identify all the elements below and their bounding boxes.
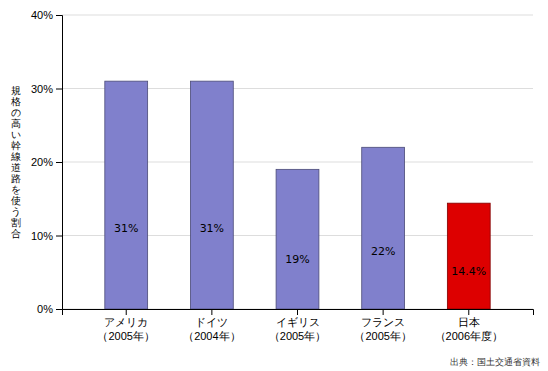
bar — [276, 169, 319, 309]
tick: フランス（2005年） — [354, 309, 411, 342]
grid — [62, 15, 533, 309]
tick: アメリカ（2005年） — [97, 309, 154, 342]
tick-mark — [56, 309, 62, 310]
tick: 日本（2006年度） — [435, 309, 503, 342]
tick: 40% — [31, 9, 62, 21]
bar — [362, 147, 405, 309]
tick-label: アメリカ（2005年） — [97, 316, 154, 342]
tick-label: イギリス（2005年） — [269, 316, 326, 342]
data-label: 31% — [200, 222, 224, 235]
tick-label: 0% — [37, 303, 53, 315]
y-axis: 0% 10% 20% 30% 40% — [31, 9, 63, 315]
tick-label: 日本（2006年度） — [435, 316, 503, 342]
tick-mark — [56, 89, 62, 90]
annotation: 出典：国土交通省資料 — [450, 357, 540, 367]
tick-mark — [383, 309, 384, 315]
bars — [105, 81, 490, 309]
axis-line — [63, 310, 534, 316]
tick-label: 30% — [31, 83, 53, 95]
tick-mark — [468, 309, 469, 315]
chart: 0% 10% 20% 30% 40% アメリカ（2005年） ドイツ（2004年） イギリス（… — [0, 0, 548, 371]
tick-mark — [56, 236, 62, 237]
data-labels: 31% 31% 19% 22% 14.4% — [114, 222, 486, 278]
tick: イギリス（2005年） — [269, 309, 326, 342]
tick-mark — [211, 309, 212, 315]
data-label: 19% — [285, 253, 309, 266]
tick: ドイツ（2004年） — [183, 309, 240, 342]
tick-label: フランス（2005年） — [354, 316, 411, 342]
tick-label: ドイツ（2004年） — [183, 316, 240, 342]
data-label: 31% — [114, 222, 138, 235]
tick: 30% — [31, 83, 62, 95]
x-axis: アメリカ（2005年） ドイツ（2004年） イギリス（2005年） フランス（200… — [63, 309, 534, 342]
bar — [190, 81, 233, 309]
axis-line — [56, 16, 63, 310]
data-label: 22% — [371, 245, 395, 258]
tick-label: 20% — [31, 156, 53, 168]
bar — [447, 203, 490, 309]
tick-mark — [56, 162, 62, 163]
tick: 10% — [31, 230, 62, 242]
plot: 0% 10% 20% 30% 40% アメリカ（2005年） ドイツ（2004年） イギリス（… — [31, 9, 534, 342]
tick-label: 10% — [31, 230, 53, 242]
grid-line — [62, 15, 533, 16]
bar — [105, 81, 148, 309]
tick-mark — [297, 309, 298, 315]
data-label: 14.4% — [451, 265, 486, 278]
y-axis-title: 規格の高い幹線道路を使う割合 — [10, 85, 21, 239]
tick-label: 40% — [31, 9, 53, 21]
tick-mark — [56, 15, 62, 16]
tick: 20% — [31, 156, 62, 168]
tick: 0% — [37, 303, 62, 315]
tick-mark — [126, 309, 127, 315]
